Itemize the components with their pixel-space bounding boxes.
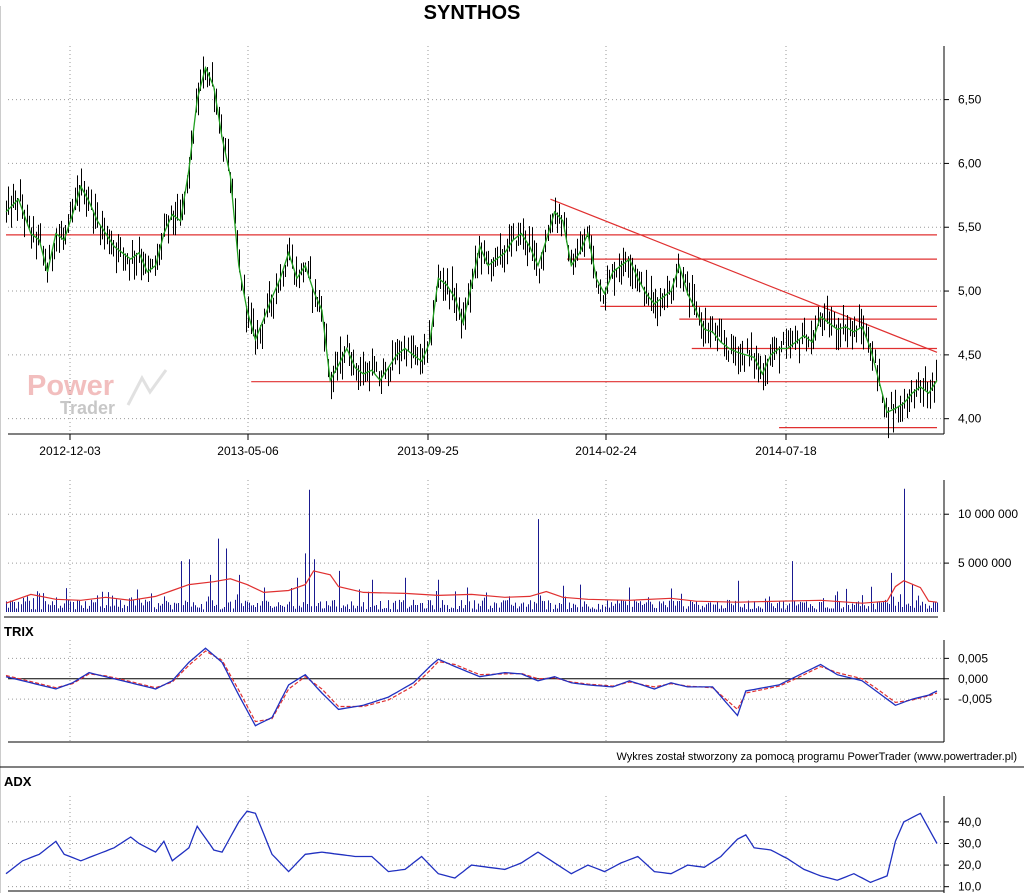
volume-y-tick-label: 10 000 000 <box>958 507 1018 521</box>
price-x-tick-label: 2014-07-18 <box>755 444 817 458</box>
watermark-line2: Trader <box>60 398 115 418</box>
trix-y-tick-label: 0,005 <box>958 651 988 665</box>
price-y-tick-label: 6,50 <box>958 93 982 107</box>
price-x-tick-label: 2013-05-06 <box>217 444 279 458</box>
price-panel: 4,00 4,50 5,00 5,50 6,00 6,50 2012-12-03 2013-0… <box>5 56 982 458</box>
price-x-tick-label: 2012-12-03 <box>39 444 101 458</box>
powertrader-watermark: Power Trader <box>27 369 168 418</box>
trix-line <box>5 647 938 727</box>
trix-panel: 0,005 0,000 -0,005 <box>5 647 992 727</box>
price-y-tick-label: 6,00 <box>958 156 982 170</box>
downtrend-line <box>550 198 938 353</box>
watermark-line1: Power <box>27 370 114 402</box>
price-x-tick-label: 2014-02-24 <box>575 444 637 458</box>
watermark-swoosh-icon <box>126 369 168 406</box>
price-x-tick-label: 2013-09-25 <box>397 444 459 458</box>
chart-title: SYNTHOS <box>424 2 521 24</box>
adx-line <box>5 810 938 884</box>
trix-y-tick-label: 0,000 <box>958 672 988 686</box>
adx-y-tick-label: 30,0 <box>958 837 982 851</box>
trix-label: TRIX <box>4 624 34 639</box>
volume-average-line <box>5 570 938 604</box>
price-y-tick-label: 5,00 <box>958 284 982 298</box>
grid-layer <box>8 46 944 891</box>
trix-signal-line <box>5 650 938 723</box>
credit-text: Wykres został stworzony za pomocą progra… <box>616 751 1017 763</box>
volume-panel: 5 000 000 10 000 000 <box>5 488 1018 612</box>
price-y-tick-label: 4,00 <box>958 412 982 426</box>
adx-panel: 10,0 20,0 30,0 40,0 <box>5 810 982 893</box>
adx-y-tick-label: 20,0 <box>958 858 982 872</box>
volume-y-tick-label: 5 000 000 <box>958 556 1012 570</box>
moving-average-line <box>5 65 938 414</box>
price-y-tick-label: 5,50 <box>958 220 982 234</box>
price-y-tick-label: 4,50 <box>958 348 982 362</box>
trix-y-tick-label: -0,005 <box>958 692 992 706</box>
adx-y-tick-label: 10,0 <box>958 880 982 893</box>
adx-label: ADX <box>4 774 32 789</box>
adx-y-tick-label: 40,0 <box>958 815 982 829</box>
